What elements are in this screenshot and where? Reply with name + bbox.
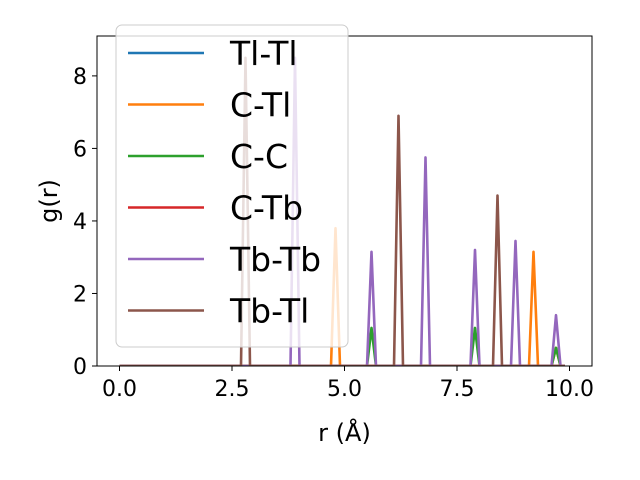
y-tick-label: 0 bbox=[73, 355, 87, 380]
y-tick-label: 8 bbox=[73, 65, 87, 90]
legend: Tl-Tl C-Tl C-C C-Tb Tb-Tb Tb-Tl bbox=[115, 24, 349, 348]
x-tick-label: 5.0 bbox=[327, 377, 362, 402]
x-tick-label: 2.5 bbox=[215, 377, 250, 402]
legend-label: C-C bbox=[230, 137, 288, 176]
y-tick-label: 6 bbox=[73, 137, 87, 162]
y-axis-title: g(r) bbox=[35, 179, 63, 223]
x-axis-title: r (Å) bbox=[318, 418, 371, 447]
legend-label: Tb-Tb bbox=[229, 240, 321, 279]
axes: 0.0 2.5 5.0 7.5 10.0 0 2 4 6 8 r (Å) g(r) bbox=[35, 35, 594, 447]
legend-label: Tb-Tl bbox=[229, 292, 309, 331]
y-tick-label: 4 bbox=[73, 210, 87, 235]
legend-label: C-Tb bbox=[230, 189, 303, 228]
x-tick-label: 0.0 bbox=[102, 377, 137, 402]
x-tick-label: 7.5 bbox=[440, 377, 475, 402]
legend-label: Tl-Tl bbox=[229, 34, 298, 73]
x-tick-label: 10.0 bbox=[545, 377, 594, 402]
y-tick-label: 2 bbox=[73, 282, 87, 307]
legend-label: C-Tl bbox=[230, 86, 291, 125]
series-line-c-c bbox=[119, 326, 565, 366]
